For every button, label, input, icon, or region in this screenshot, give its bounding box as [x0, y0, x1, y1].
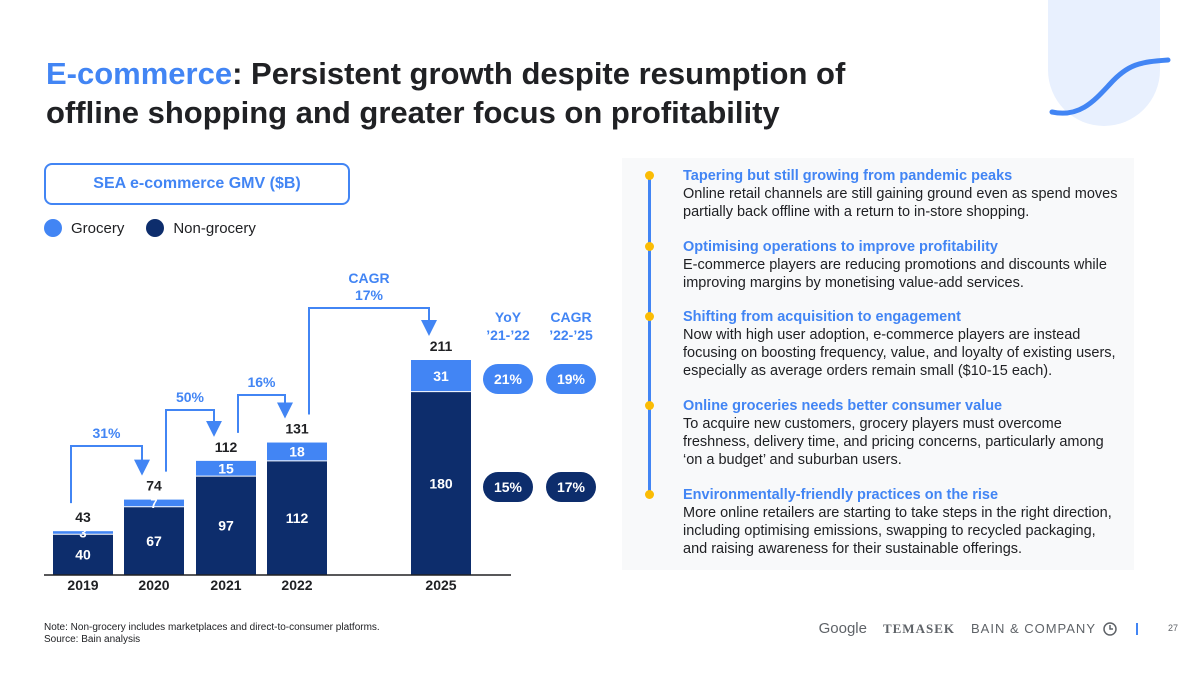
nongrocery-rate-pill: [483, 472, 533, 502]
grocery-rate-label: 21%: [494, 371, 523, 387]
insight-item: Tapering but still growing from pandemic…: [683, 167, 1123, 221]
insight-item: Shifting from acquisition to engagement …: [683, 308, 1123, 380]
insights-panel: [622, 158, 1134, 570]
x-tick-label: 2021: [210, 577, 241, 593]
insight-body: More online retailers are starting to ta…: [683, 505, 1112, 557]
insight-body: To acquire new customers, grocery player…: [683, 416, 1104, 468]
insight-item: Environmentally-friendly practices on th…: [683, 486, 1123, 558]
insights-timeline-line: [648, 173, 651, 495]
grocery-rate-pill: [483, 364, 533, 394]
bar-label-nongrocery: 97: [218, 518, 234, 534]
timeline-dot: [645, 171, 654, 180]
bar-total-label: 211: [430, 338, 453, 354]
grocery-rate-label: 19%: [557, 371, 586, 387]
insight-heading: Shifting from acquisition to engagement: [683, 309, 961, 325]
growth-arrow: [237, 394, 293, 433]
timeline-dot: [645, 401, 654, 410]
insight-item: Optimising operations to improve profita…: [683, 238, 1123, 292]
partner-logos: Google TEMASEK BAIN & COMPANY: [819, 620, 1138, 637]
growth-arrow: [70, 445, 150, 504]
legend-item-nongrocery: Non-grocery: [146, 219, 256, 237]
bar-total-label: 131: [285, 421, 309, 437]
bar-label-nongrocery: 40: [75, 547, 91, 563]
bar-label-grocery: 18: [289, 444, 305, 460]
legend-label-grocery: Grocery: [71, 219, 125, 237]
insight-body: E-commerce players are reducing promotio…: [683, 257, 1107, 291]
google-logo: Google: [818, 620, 867, 637]
legend-swatch-nongrocery: [146, 219, 165, 237]
growth-label: 16%: [247, 374, 276, 390]
nongrocery-rate-pill: [546, 472, 596, 502]
decorative-swoosh-graphic: [1048, 0, 1171, 126]
footnote-source: Source: Bain analysis: [44, 634, 141, 645]
growth-label: CAGR: [348, 270, 389, 286]
side-table-header: CAGR: [550, 309, 591, 325]
bar-grocery: [267, 442, 327, 461]
bar-total-label: 112: [215, 439, 238, 455]
chart-title-badge: SEA e-commerce GMV ($B): [44, 163, 350, 205]
insight-body: Now with high user adoption, e-commerce …: [683, 327, 1116, 379]
insight-heading: Tapering but still growing from pandemic…: [683, 168, 1013, 184]
timeline-dot: [645, 242, 654, 251]
growth-label: 50%: [176, 389, 205, 405]
bar-nongrocery: [53, 534, 113, 575]
growth-arrow: [165, 409, 222, 472]
side-table-header: ’22-’25: [549, 327, 593, 343]
timeline-dot: [645, 312, 654, 321]
x-tick-label: 2022: [281, 577, 312, 593]
legend-swatch-grocery: [44, 219, 62, 237]
bar-label-grocery: 15: [218, 461, 234, 477]
legend-label-nongrocery: Non-grocery: [173, 219, 256, 237]
title-accent: E-commerce: [46, 56, 233, 91]
x-tick-label: 2020: [138, 577, 169, 593]
insight-heading: Optimising operations to improve profita…: [683, 239, 998, 255]
insight-heading: Online groceries needs better consumer v…: [683, 398, 1003, 414]
bar-label-grocery: 31: [433, 368, 449, 384]
bain-clock-icon: [1103, 621, 1117, 636]
timeline-dot: [645, 490, 654, 499]
bar-grocery: [196, 460, 256, 477]
x-tick-label: 2025: [425, 577, 456, 593]
insight-body: Online retail channels are still gaining…: [683, 186, 1118, 220]
footnote-note: Note: Non-grocery includes marketplaces …: [44, 622, 380, 633]
chart-legend: Grocery Non-grocery: [44, 219, 278, 237]
growth-label: 31%: [92, 425, 121, 441]
side-table-header: YoY: [495, 309, 522, 325]
gmv-stacked-bar-chart: 40 343 2019 67 7 74 2020 97 15 112 2021 112 18 131 202…: [44, 270, 596, 593]
temasek-logo: TEMASEK: [882, 620, 955, 636]
bain-logo: BAIN & COMPANY: [970, 621, 1096, 636]
bar-label-nongrocery: 180: [429, 475, 453, 491]
bar-grocery: [411, 360, 471, 392]
bar-grocery: [53, 531, 113, 535]
page-title: E-commerce: Persistent growth despite re…: [46, 54, 946, 132]
insight-heading: Environmentally-friendly practices on th…: [683, 487, 999, 503]
growth-arrow: [308, 307, 437, 415]
bar-total-label: 74: [146, 478, 162, 494]
bar-label-grocery: 3: [79, 526, 86, 541]
footnote: Note: Non-grocery includes marketplaces …: [44, 622, 380, 646]
page-number: 27: [1167, 623, 1178, 633]
x-tick-label: 2019: [67, 577, 98, 593]
nongrocery-rate-label: 15%: [494, 479, 523, 495]
side-table-header: ’21-’22: [486, 327, 530, 343]
bar-nongrocery: [196, 476, 256, 575]
divider-bar: [1136, 622, 1138, 635]
bar-grocery: [124, 499, 184, 507]
growth-label: 17%: [355, 287, 384, 303]
nongrocery-rate-label: 17%: [557, 479, 586, 495]
bar-nongrocery: [267, 460, 327, 575]
grocery-rate-pill: [546, 364, 596, 394]
title-rest: : Persistent growth despite resumption o…: [46, 56, 846, 130]
bar-nongrocery: [411, 391, 471, 575]
bar-label-nongrocery: 67: [146, 533, 162, 549]
bar-label-grocery: 7: [150, 496, 157, 511]
bar-label-nongrocery: 112: [286, 510, 309, 526]
legend-item-grocery: Grocery: [44, 219, 124, 237]
insight-item: Online groceries needs better consumer v…: [683, 397, 1123, 469]
bar-nongrocery: [124, 506, 184, 575]
bar-total-label: 43: [75, 509, 91, 525]
